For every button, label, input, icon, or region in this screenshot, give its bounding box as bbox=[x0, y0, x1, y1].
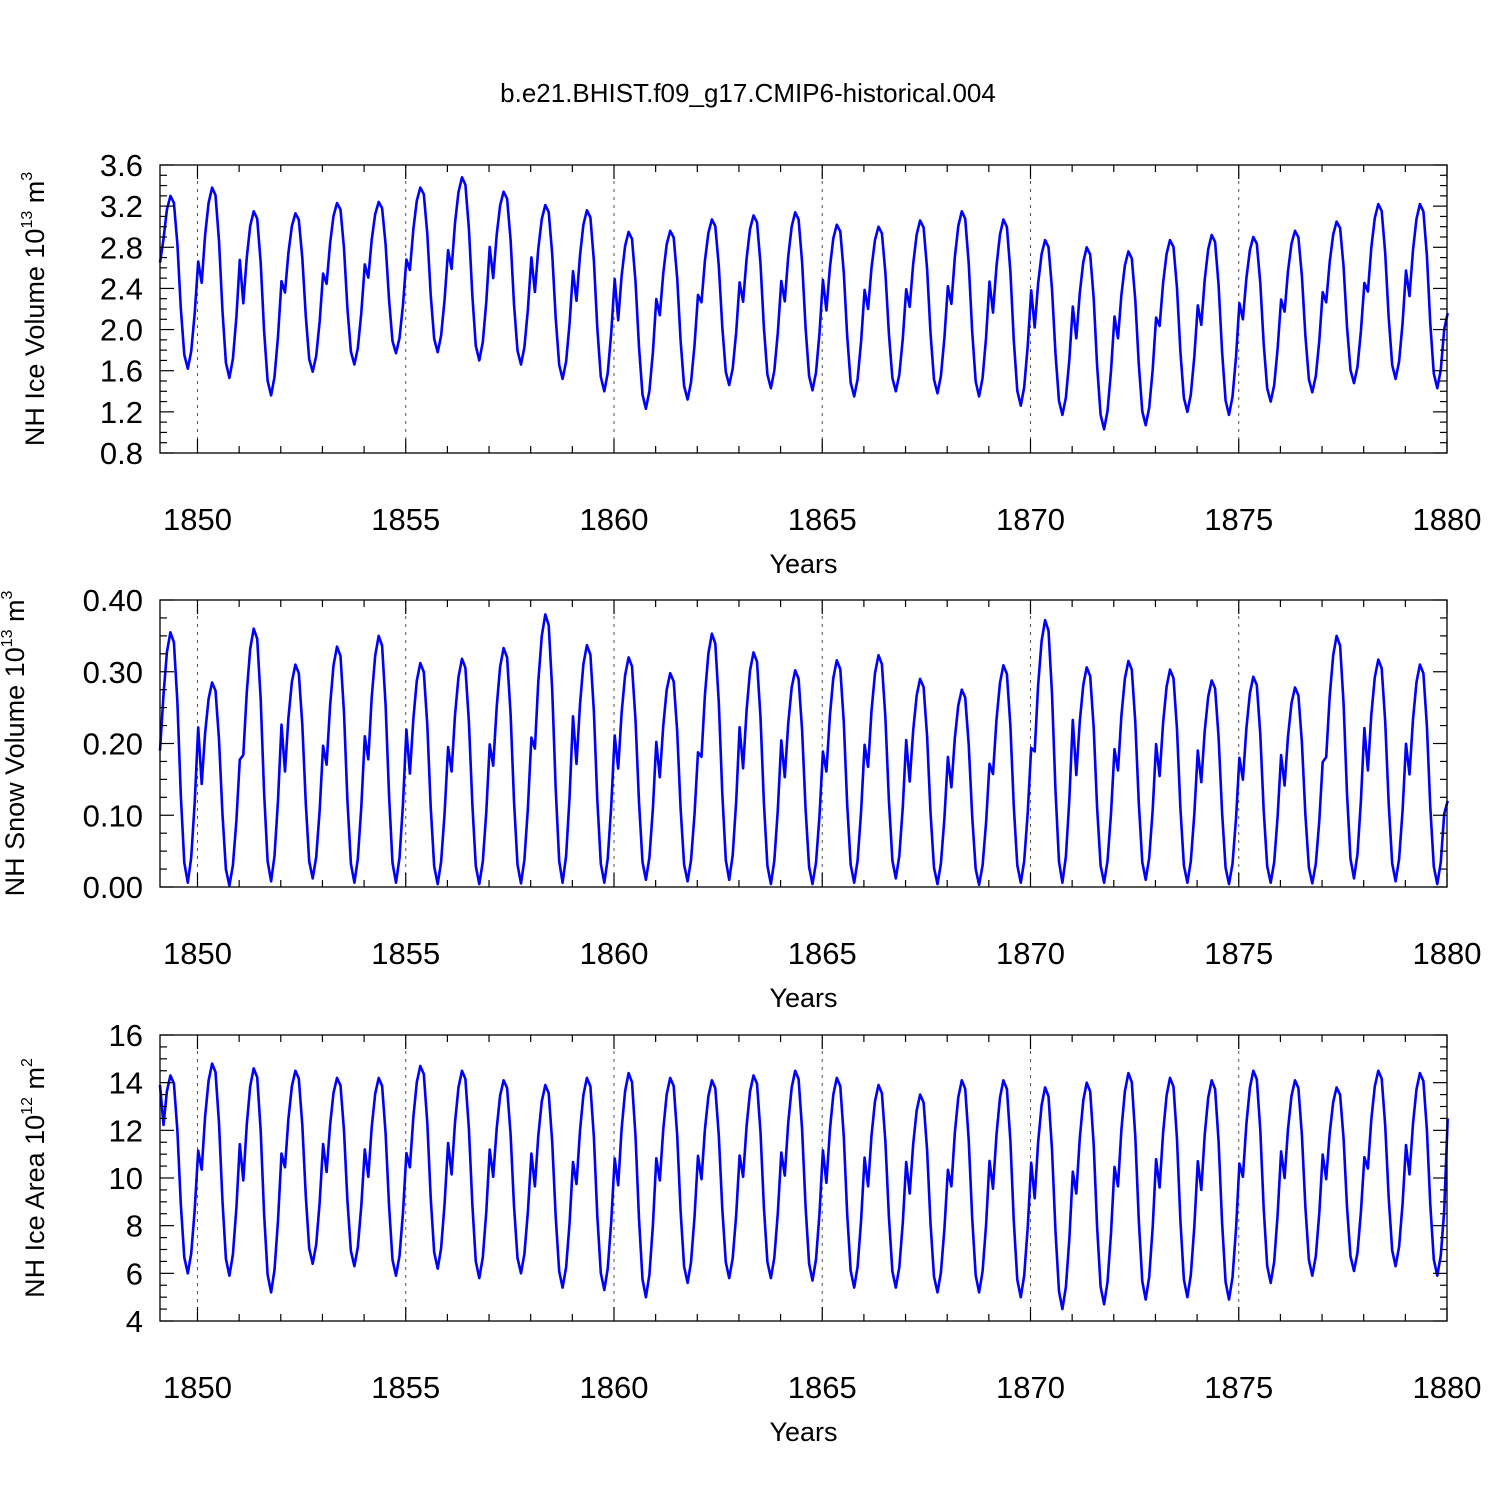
ice-volume-ytick-label: 3.2 bbox=[100, 189, 143, 224]
panel-ice-area: 1850 1855 1860 1865 1870 1875 1880 4 6 8 10 12 14 16 Y… bbox=[19, 1018, 1481, 1447]
ice-volume-y-axis-label: NH Ice Volume 1013 m3 bbox=[19, 172, 50, 446]
snow-volume-xtick-label: 1870 bbox=[996, 936, 1065, 971]
ice-area-ytick-label: 6 bbox=[126, 1256, 143, 1291]
ice-volume-x-axis-label: Years bbox=[769, 549, 837, 579]
ice-area-xtick-label: 1855 bbox=[371, 1370, 440, 1405]
ice-area-x-axis-label: Years bbox=[769, 1417, 837, 1447]
snow-volume-ytick-label: 0.20 bbox=[83, 727, 143, 762]
panel-snow-volume: 1850 1855 1860 1865 1870 1875 1880 0.00 0.10 0.20… bbox=[0, 583, 1481, 1013]
figure-title: b.e21.BHIST.f09_g17.CMIP6-historical.004 bbox=[500, 78, 996, 108]
ice-area-xtick-label: 1850 bbox=[163, 1370, 232, 1405]
ice-volume-ytick-label: 0.8 bbox=[100, 436, 143, 471]
ice-area-xtick-label: 1860 bbox=[580, 1370, 649, 1405]
ice-volume-xtick-label: 1880 bbox=[1413, 502, 1482, 537]
ice-volume-ytick-label: 3.6 bbox=[100, 148, 143, 183]
ice-volume-xtick-label: 1865 bbox=[788, 502, 857, 537]
ice-area-ytick-label: 14 bbox=[109, 1066, 143, 1101]
ice-volume-ytick-label: 2.4 bbox=[100, 271, 143, 306]
ice-area-xtick-label: 1870 bbox=[996, 1370, 1065, 1405]
ice-volume-xtick-label: 1855 bbox=[371, 502, 440, 537]
chart-panels: 1850 1855 1860 1865 1870 1875 1880 0.8 1.2 1.6 2.0… bbox=[0, 148, 1481, 1447]
snow-volume-ytick-label: 0.30 bbox=[83, 655, 143, 690]
snow-volume-ytick-label: 0.00 bbox=[83, 870, 143, 905]
snow-volume-xtick-label: 1875 bbox=[1204, 936, 1273, 971]
snow-volume-xtick-label: 1850 bbox=[163, 936, 232, 971]
ice-area-ytick-label: 4 bbox=[126, 1304, 143, 1339]
ice-area-ytick-label: 12 bbox=[109, 1113, 143, 1148]
ice-area-xtick-label: 1865 bbox=[788, 1370, 857, 1405]
snow-volume-xtick-label: 1865 bbox=[788, 936, 857, 971]
snow-volume-ytick-label: 0.40 bbox=[83, 583, 143, 618]
snow-volume-y-axis-label: NH Snow Volume 1013 m3 bbox=[0, 590, 30, 896]
snow-volume-xtick-label: 1860 bbox=[580, 936, 649, 971]
snow-volume-series-line bbox=[158, 613, 1449, 887]
ice-volume-ytick-label: 2.8 bbox=[100, 230, 143, 265]
snow-volume-xtick-label: 1880 bbox=[1413, 936, 1482, 971]
ice-volume-xtick-label: 1860 bbox=[580, 502, 649, 537]
ice-area-ytick-label: 16 bbox=[109, 1018, 143, 1053]
ice-volume-ytick-label: 1.6 bbox=[100, 354, 143, 389]
snow-volume-x-axis-label: Years bbox=[769, 983, 837, 1013]
ice-volume-xtick-label: 1875 bbox=[1204, 502, 1273, 537]
snow-volume-xtick-label: 1855 bbox=[371, 936, 440, 971]
ice-area-ytick-label: 8 bbox=[126, 1209, 143, 1244]
ice-area-series-line bbox=[158, 1062, 1449, 1311]
snow-volume-ytick-label: 0.10 bbox=[83, 798, 143, 833]
panel-ice-volume: 1850 1855 1860 1865 1870 1875 1880 0.8 1.2 1.6 2.0… bbox=[19, 148, 1481, 579]
ice-volume-ytick-label: 2.0 bbox=[100, 313, 143, 348]
ice-volume-ytick-label: 1.2 bbox=[100, 395, 143, 430]
ice-volume-series-line bbox=[158, 176, 1449, 431]
ice-volume-xtick-label: 1870 bbox=[996, 502, 1065, 537]
ice-area-ytick-label: 10 bbox=[109, 1161, 143, 1196]
ice-area-xtick-label: 1875 bbox=[1204, 1370, 1273, 1405]
ice-area-y-axis-label: NH Ice Area 1012 m2 bbox=[19, 1058, 50, 1298]
ice-area-xtick-label: 1880 bbox=[1413, 1370, 1482, 1405]
ice-volume-xtick-label: 1850 bbox=[163, 502, 232, 537]
